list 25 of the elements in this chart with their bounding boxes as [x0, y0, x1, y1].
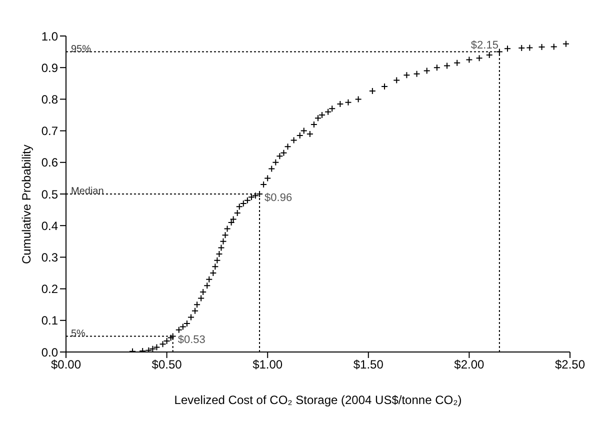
x-tick-label: $0.50: [152, 358, 182, 372]
ref-line-label: Median: [71, 186, 104, 198]
y-tick-label: 0.5: [41, 187, 58, 202]
y-tick-label: 1.0: [41, 29, 58, 44]
x-tick-label: $2.00: [454, 358, 485, 372]
x-tick-label: $0.00: [50, 358, 82, 372]
x-tick-label: $1.50: [353, 358, 384, 372]
y-axis-title: Cumulative Probability: [19, 144, 34, 264]
x-tick-label: $2.50: [554, 358, 586, 372]
y-tick-label: 0.8: [41, 92, 58, 106]
ref-line-label: $0.53: [178, 334, 206, 346]
y-tick-label: 0.2: [41, 282, 58, 296]
ref-line-label: 95%: [71, 44, 92, 55]
ref-line-label: $0.96: [264, 192, 292, 204]
x-axis-title: Levelized Cost of CO₂ Storage (2004 US$/tonne CO₂): [174, 393, 462, 407]
y-tick-label: 0.7: [41, 124, 58, 138]
y-tick-label: 0.9: [41, 60, 58, 75]
y-tick-label: 0.1: [41, 314, 58, 328]
ref-line-label: $2.15: [470, 40, 498, 52]
ref-line-label: 5%: [71, 328, 86, 340]
x-tick-label: $1.00: [252, 358, 283, 372]
y-tick-label: 0.0: [41, 345, 58, 360]
y-tick-label: 0.3: [41, 250, 58, 264]
y-tick-label: 0.6: [41, 156, 58, 170]
y-tick-label: 0.4: [41, 218, 58, 233]
